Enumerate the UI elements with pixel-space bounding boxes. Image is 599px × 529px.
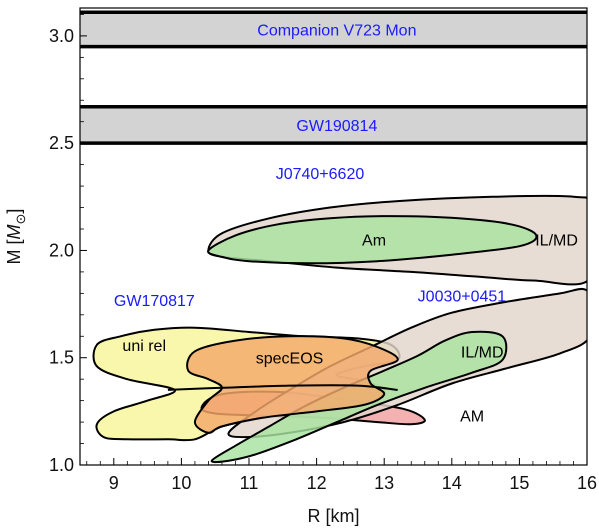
x-tick-label: 11 xyxy=(240,473,259,493)
y-tick-label: 1.0 xyxy=(49,455,74,475)
plot-frame xyxy=(79,7,588,466)
band-0 xyxy=(80,12,587,47)
x-axis-label: R [km] xyxy=(308,506,360,526)
y-label-main: M [ xyxy=(4,239,24,264)
plot-area: Companion V723 Mon GW190814 J0740+6620 GW17… xyxy=(80,10,587,464)
annotation-am: Am xyxy=(362,233,386,250)
y-tick-label: 2.5 xyxy=(49,133,74,153)
annotation-gw170817: GW170817 xyxy=(114,293,195,310)
x-tick-label: 14 xyxy=(442,473,462,493)
annotation-speceos: specEOS xyxy=(256,351,324,368)
x-tick-label: 13 xyxy=(374,473,394,493)
band-label-0: Companion V723 Mon xyxy=(257,22,416,39)
y-axis-label: M [M⊙] xyxy=(4,209,28,265)
y-tick-label: 3.0 xyxy=(49,26,74,46)
annotation-il-md: IL/MD xyxy=(535,233,578,250)
region-gw170817-speceos xyxy=(186,335,399,434)
annotation-j0740-6620: J0740+6620 xyxy=(276,166,365,183)
band-label-1: GW190814 xyxy=(296,118,377,135)
annotation-am: AM xyxy=(460,409,484,426)
band-1 xyxy=(80,106,587,144)
x-tick-label: 9 xyxy=(109,473,119,493)
y-tick-label: 1.5 xyxy=(49,348,74,368)
region-j0740-6620-am xyxy=(207,215,538,265)
annotation-uni-rel: uni rel xyxy=(122,338,166,355)
y-tick-label: 2.0 xyxy=(49,240,74,260)
y-label-close: ] xyxy=(4,209,24,214)
annotation-il-md: IL/MD xyxy=(461,344,504,361)
annotation-j0030-0451: J0030+0451 xyxy=(418,289,507,306)
x-tick-label: 15 xyxy=(509,473,529,493)
region-outline-0 xyxy=(167,384,398,391)
x-tick-label: 10 xyxy=(171,473,191,493)
x-tick-label: 12 xyxy=(307,473,327,493)
y-label-unit: M xyxy=(4,224,24,239)
y-label-sub: ⊙ xyxy=(13,214,28,225)
axis-ticks: 9 10 11 12 13 14 15 16 1.0 1.5 2.0 2.5 3.0 xyxy=(49,14,597,493)
x-tick-label: 16 xyxy=(577,473,597,493)
